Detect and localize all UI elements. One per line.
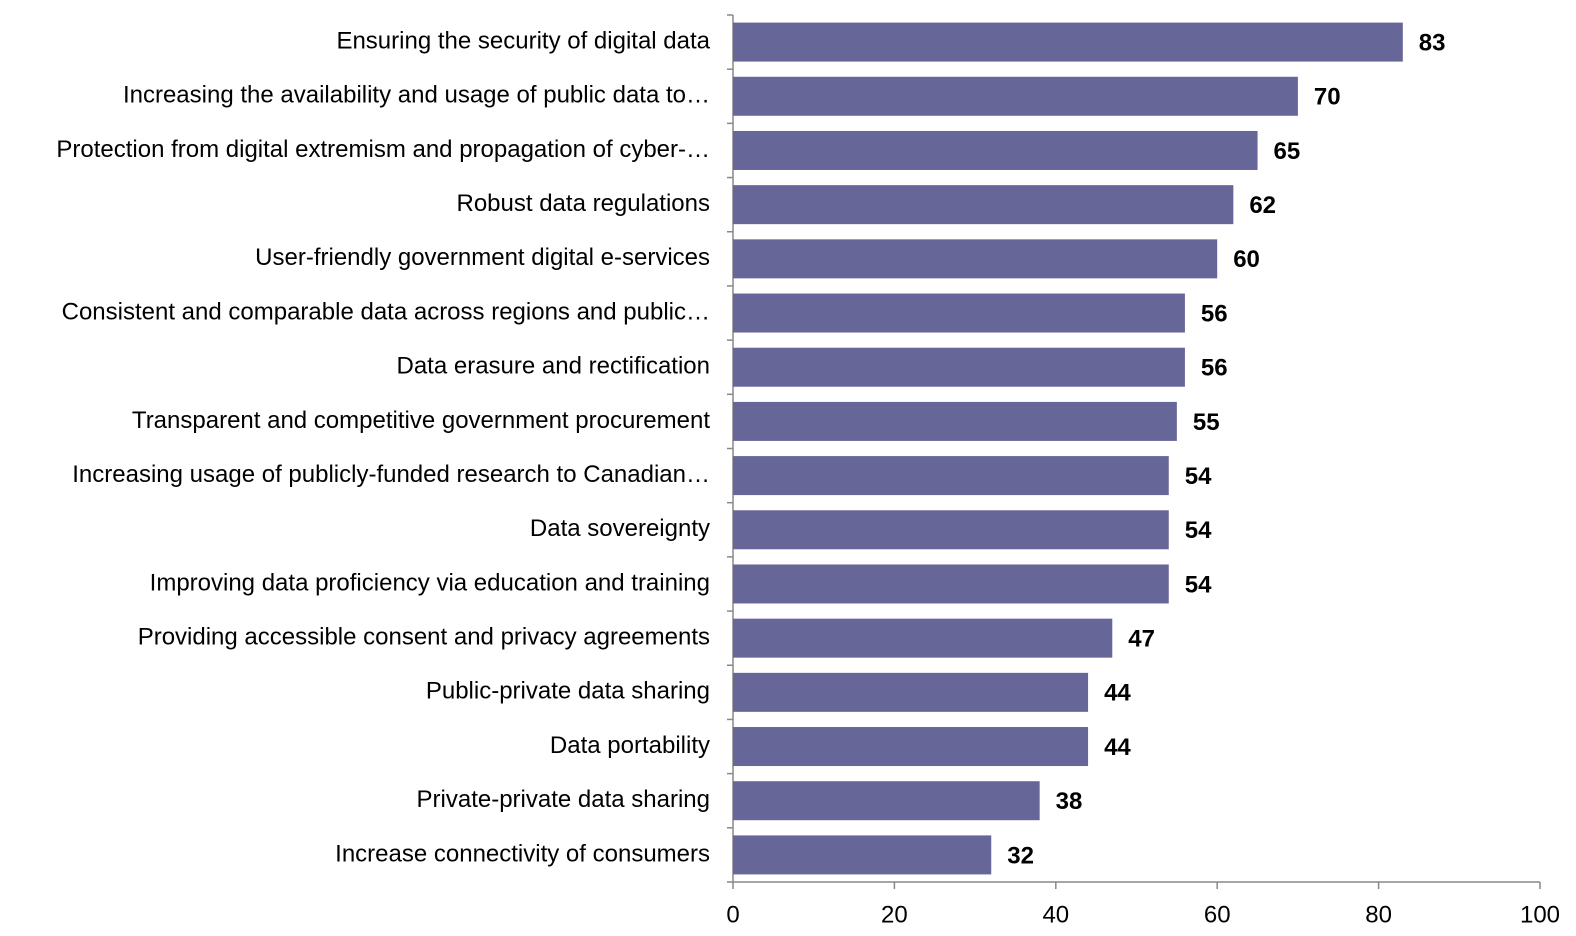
y-tick-label: Robust data regulations (457, 190, 711, 217)
bar (733, 781, 1040, 821)
bar (733, 564, 1169, 604)
y-tick-label: Providing accessible consent and privacy… (138, 624, 710, 651)
value-label: 54 (1185, 517, 1212, 544)
bar (733, 130, 1258, 170)
y-tick-label: User-friendly government digital e-servi… (255, 244, 710, 271)
value-label: 55 (1193, 409, 1220, 436)
y-tick-label: Data portability (550, 732, 710, 759)
y-tick-label: Private-private data sharing (417, 786, 710, 813)
value-label: 44 (1104, 680, 1131, 707)
bar (733, 835, 992, 875)
value-label: 62 (1249, 192, 1276, 219)
y-tick-label: Protection from digital extremism and pr… (56, 136, 710, 163)
y-tick-label: Transparent and competitive government p… (132, 407, 710, 434)
value-label: 44 (1104, 734, 1131, 761)
bar (733, 347, 1185, 387)
value-label: 47 (1128, 626, 1155, 653)
bar (733, 510, 1169, 550)
value-label: 54 (1185, 463, 1212, 490)
y-tick-label: Consistent and comparable data across re… (62, 298, 710, 325)
bar (733, 672, 1089, 712)
value-label: 38 (1056, 788, 1083, 815)
bar (733, 618, 1113, 658)
y-tick-label: Improving data proficiency via education… (150, 569, 710, 596)
value-label: 54 (1185, 571, 1212, 598)
value-label: 32 (1007, 842, 1034, 869)
value-label: 65 (1274, 138, 1301, 165)
y-tick-label: Increasing the availability and usage of… (123, 82, 710, 109)
bar (733, 727, 1089, 767)
y-tick-label: Public-private data sharing (426, 678, 710, 705)
value-label: 70 (1314, 84, 1341, 111)
bar (733, 22, 1403, 62)
x-tick-label: 100 (1520, 901, 1560, 928)
x-tick-label: 20 (881, 901, 908, 928)
value-label: 56 (1201, 300, 1228, 327)
bar (733, 185, 1234, 225)
bar (733, 239, 1218, 279)
x-tick-label: 60 (1204, 901, 1231, 928)
bar (733, 401, 1177, 441)
value-label: 56 (1201, 355, 1228, 382)
value-label: 83 (1419, 29, 1446, 56)
y-tick-label: Data sovereignty (530, 515, 710, 542)
x-tick-label: 40 (1042, 901, 1069, 928)
bar (733, 293, 1185, 333)
value-label: 60 (1233, 246, 1260, 273)
bar (733, 76, 1298, 116)
x-tick-label: 0 (726, 901, 739, 928)
x-tick-label: 80 (1365, 901, 1392, 928)
y-tick-label: Increasing usage of publicly-funded rese… (72, 461, 710, 488)
y-tick-label: Ensuring the security of digital data (336, 27, 710, 54)
bar (733, 456, 1169, 496)
y-tick-label: Data erasure and rectification (397, 353, 711, 380)
y-tick-label: Increase connectivity of consumers (335, 840, 710, 867)
